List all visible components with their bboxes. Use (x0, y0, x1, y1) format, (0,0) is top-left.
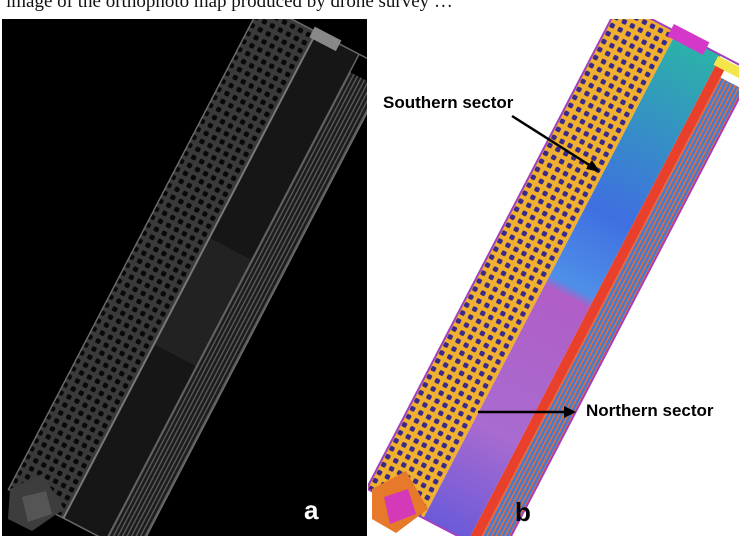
striped-band (106, 71, 367, 536)
orthophoto-panel-b: Southern sector Northern sector b (368, 19, 739, 536)
orthophoto-panel-a: a (2, 19, 367, 536)
striped-band (476, 77, 739, 536)
central-channel (423, 32, 721, 536)
southern-arrow (511, 114, 595, 170)
panel-label-a: a (304, 495, 319, 525)
dotted-band (8, 19, 317, 519)
northern-sector-label: Northern sector (586, 401, 714, 420)
colorized-strip-image (368, 19, 739, 536)
caption-fragment: image of the orthophoto map produced by … (6, 0, 453, 12)
southern-sector-label: Southern sector (383, 93, 514, 112)
grayscale-strip-image (7, 19, 367, 536)
dotted-band (368, 19, 677, 519)
panel-label-b: b (515, 497, 531, 527)
